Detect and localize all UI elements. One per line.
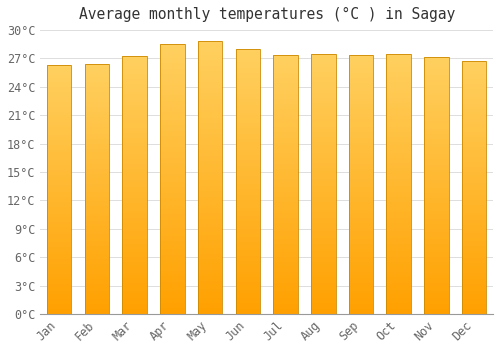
Bar	[462, 61, 486, 314]
Bar	[348, 55, 374, 314]
Bar	[274, 55, 298, 314]
Bar	[160, 44, 184, 314]
Bar	[122, 56, 147, 314]
Bar	[386, 54, 411, 314]
Bar	[424, 57, 448, 314]
Bar	[47, 65, 72, 314]
Bar	[236, 49, 260, 314]
Bar	[311, 54, 336, 314]
Bar	[84, 64, 109, 314]
Title: Average monthly temperatures (°C ) in Sagay: Average monthly temperatures (°C ) in Sa…	[78, 7, 455, 22]
Bar	[198, 41, 222, 314]
